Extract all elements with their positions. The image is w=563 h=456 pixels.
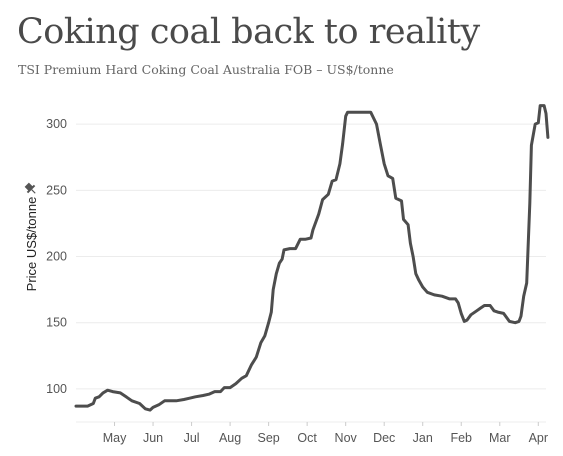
pin-icon[interactable]	[23, 181, 39, 197]
x-tick-label: Jul	[184, 431, 200, 445]
x-tick-label: Apr	[529, 431, 548, 445]
y-axis: 100 150 200 250 300	[46, 117, 67, 396]
x-axis: May Jun Jul Aug Sep Oct Nov Dec Jan Feb Mar Apr	[76, 421, 548, 445]
y-tick-label: 200	[46, 250, 67, 264]
grid-lines	[76, 123, 546, 390]
y-axis-label: Price US$/tonne	[24, 197, 39, 292]
y-tick-label: 150	[46, 316, 67, 330]
x-tick-label: Aug	[219, 431, 241, 445]
x-tick-label: Jan	[413, 431, 433, 445]
x-tick-label: May	[103, 431, 127, 445]
chart-subtitle: TSI Premium Hard Coking Coal Australia F…	[18, 62, 394, 77]
x-tick-label: Jun	[143, 431, 163, 445]
x-tick-label: Nov	[335, 431, 358, 445]
x-tick-label: Dec	[373, 431, 395, 445]
y-tick-label: 100	[46, 382, 67, 396]
y-axis-title: Price US$/tonne	[23, 181, 39, 292]
x-tick-label: Sep	[257, 431, 279, 445]
x-tick-label: Mar	[489, 431, 511, 445]
x-tick-label: Feb	[450, 431, 472, 445]
y-tick-label: 300	[46, 117, 67, 131]
y-tick-label: 250	[46, 183, 67, 197]
series-group	[74, 104, 550, 412]
chart-title: Coking coal back to reality	[17, 12, 480, 52]
price-line	[74, 104, 550, 412]
x-tick-label: Oct	[297, 431, 317, 445]
